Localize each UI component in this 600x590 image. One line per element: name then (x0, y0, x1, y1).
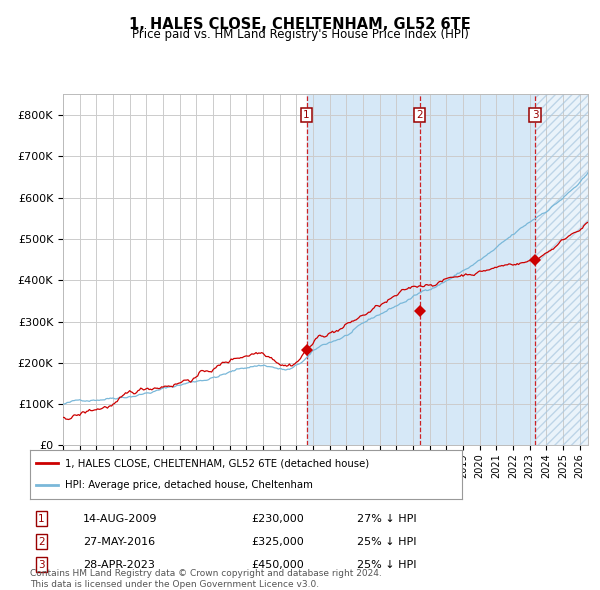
Text: 1: 1 (38, 514, 45, 523)
Bar (307, 94, 535, 445)
Text: HPI: Average price, detached house, Cheltenham: HPI: Average price, detached house, Chel… (65, 480, 313, 490)
Text: 28-APR-2023: 28-APR-2023 (83, 560, 155, 569)
Text: 2: 2 (416, 110, 423, 120)
Text: £230,000: £230,000 (252, 514, 305, 523)
Text: 14-AUG-2009: 14-AUG-2009 (83, 514, 157, 523)
Bar (535, 94, 600, 445)
Text: 27-MAY-2016: 27-MAY-2016 (83, 537, 155, 546)
Text: 1, HALES CLOSE, CHELTENHAM, GL52 6TE (detached house): 1, HALES CLOSE, CHELTENHAM, GL52 6TE (de… (65, 458, 369, 468)
Text: 25% ↓ HPI: 25% ↓ HPI (358, 560, 417, 569)
Bar (535, 94, 600, 445)
Text: 2: 2 (38, 537, 45, 546)
Text: 1, HALES CLOSE, CHELTENHAM, GL52 6TE: 1, HALES CLOSE, CHELTENHAM, GL52 6TE (129, 17, 471, 31)
Text: Contains HM Land Registry data © Crown copyright and database right 2024.
This d: Contains HM Land Registry data © Crown c… (30, 569, 382, 589)
Text: £450,000: £450,000 (252, 560, 305, 569)
Text: £325,000: £325,000 (252, 537, 305, 546)
Text: 1: 1 (304, 110, 310, 120)
Text: 27% ↓ HPI: 27% ↓ HPI (358, 514, 417, 523)
Text: 25% ↓ HPI: 25% ↓ HPI (358, 537, 417, 546)
Text: 3: 3 (38, 560, 45, 569)
Text: 3: 3 (532, 110, 538, 120)
Text: Price paid vs. HM Land Registry's House Price Index (HPI): Price paid vs. HM Land Registry's House … (131, 28, 469, 41)
